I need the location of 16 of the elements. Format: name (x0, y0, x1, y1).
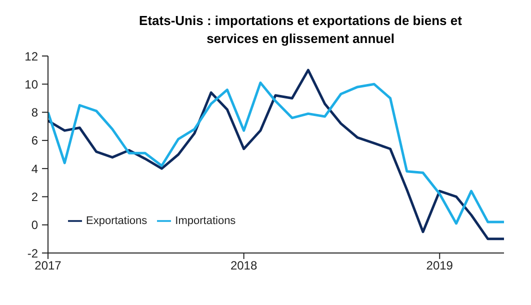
line-series (48, 68, 504, 240)
y-tick-label: 10 (24, 77, 38, 92)
y-tick-label: 0 (31, 218, 38, 232)
x-tick-label: 2017 (34, 258, 62, 273)
chart-title: Etats-Unis : importations et exportations de biens et services en glissement annuel (138, 12, 463, 48)
y-tick-label: 8 (31, 106, 38, 120)
y-tick-label: -2 (27, 246, 38, 260)
y-tick-label: 2 (31, 190, 38, 204)
x-tick-label: 2019 (426, 258, 454, 273)
y-tick-label: 6 (31, 134, 38, 148)
line-series (48, 81, 504, 225)
y-tick-label: 12 (24, 49, 38, 64)
y-tick-label: 4 (31, 162, 38, 176)
legend-label: Exportations (86, 214, 148, 227)
x-tick-label: 2018 (230, 258, 258, 273)
legend-label: Importations (175, 214, 236, 227)
